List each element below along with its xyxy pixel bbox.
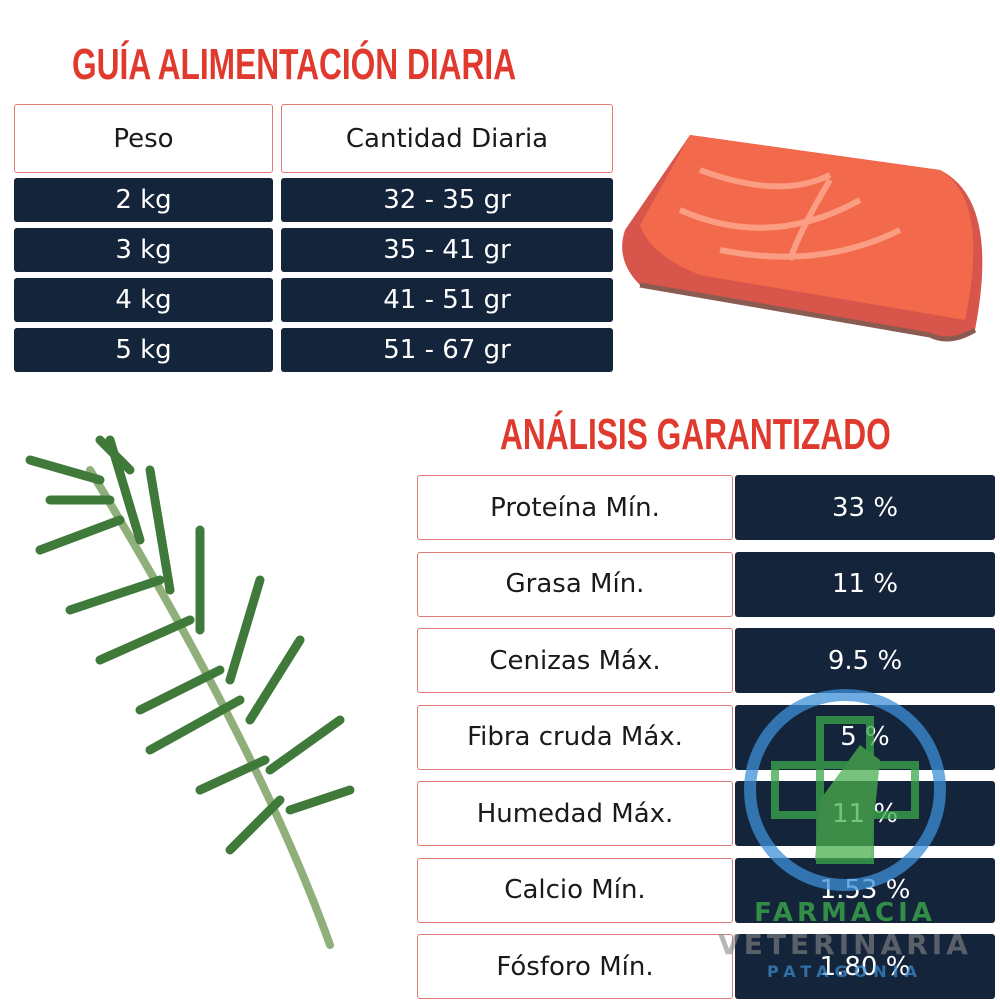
watermark-line: VETERINARIA (718, 928, 972, 961)
table-cell: 4 kg (14, 278, 273, 322)
analysis-title: ANÁLISIS GARANTIZADO (500, 410, 891, 459)
nutrient-value: 9.5 % (735, 628, 995, 693)
watermark-line: PATAGONIA (767, 962, 923, 981)
table-cell: 3 kg (14, 228, 273, 272)
nutrient-label: Proteína Mín. (417, 475, 733, 540)
nutrient-value: 11 % (735, 551, 995, 617)
table-cell: 2 kg (14, 178, 273, 222)
header-cell: Cantidad Diaria (281, 104, 613, 173)
watermark-line: FARMACIA (754, 898, 936, 928)
nutrient-value: 1.80 % (735, 934, 995, 999)
table-cell: 35 - 41 gr (281, 228, 613, 272)
nutrient-value: 5 % (735, 704, 995, 770)
nutrient-value: 11 % (735, 781, 995, 846)
salmon (622, 135, 983, 342)
rosemary (25, 435, 355, 949)
header-cell: Peso (14, 104, 273, 173)
nutrient-value: 33 % (735, 475, 995, 540)
nutrient-label: Cenizas Máx. (417, 628, 733, 693)
nutrient-label: Calcio Mín. (417, 857, 733, 923)
table-cell: 51 - 67 gr (281, 328, 613, 372)
table-cell: 41 - 51 gr (281, 278, 613, 322)
nutrient-label: Humedad Máx. (417, 781, 733, 846)
nutrient-label: Fibra cruda Máx. (417, 704, 733, 770)
nutrient-label: Grasa Mín. (417, 551, 733, 617)
nutrient-label: Fósforo Mín. (417, 934, 733, 999)
table-cell: 5 kg (14, 328, 273, 372)
feeding-title: GUÍA ALIMENTACIÓN DIARIA (72, 40, 517, 89)
table-cell: 32 - 35 gr (281, 178, 613, 222)
